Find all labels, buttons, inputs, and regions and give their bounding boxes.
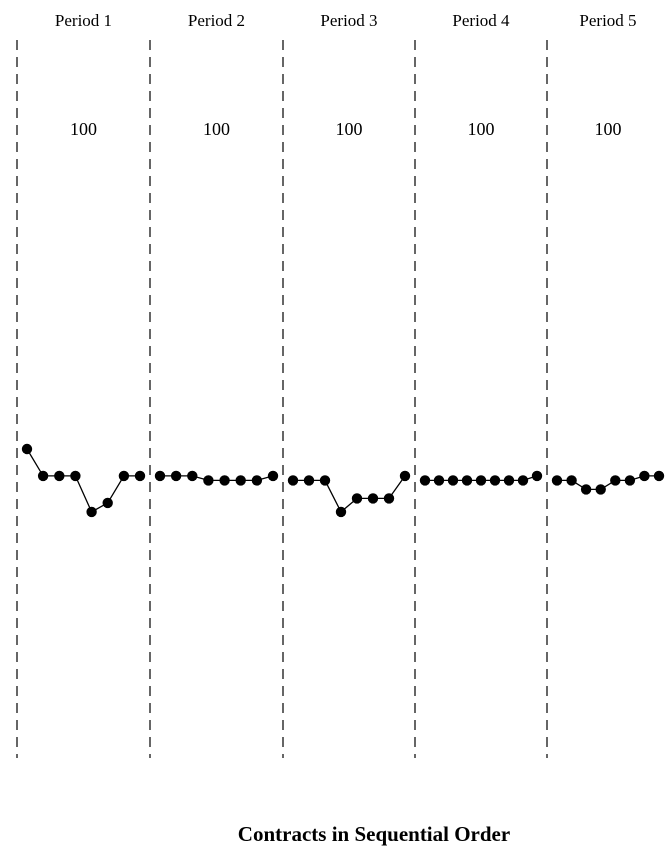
data-point (54, 470, 65, 482)
data-point (251, 475, 263, 486)
data-point (551, 475, 563, 486)
data-point (86, 506, 97, 518)
data-point (287, 475, 299, 486)
period-value-labels: 100 100 100 100 100 (70, 119, 622, 139)
data-point (335, 506, 347, 518)
period-label: Period 5 (579, 11, 636, 30)
data-point (70, 470, 81, 482)
period-dividers (16, 40, 548, 758)
data-point (503, 475, 515, 486)
data-point (235, 475, 246, 486)
data-point (118, 470, 130, 482)
data-point (203, 475, 214, 486)
data-point (102, 497, 113, 509)
data-point (383, 493, 395, 504)
data-point (580, 484, 592, 495)
data-point (267, 470, 279, 482)
data-point (37, 470, 49, 482)
data-point (566, 475, 577, 486)
period-label: Period 3 (320, 11, 377, 30)
data-point (154, 470, 166, 482)
period-label: Period 1 (55, 11, 112, 30)
period-value-label: 100 (468, 119, 495, 139)
x-axis-label: Contracts in Sequential Order (238, 822, 510, 846)
data-point (219, 475, 230, 486)
data-point (489, 475, 501, 486)
data-point (319, 475, 331, 486)
period-value-label: 100 (203, 119, 230, 139)
period-value-label: 100 (595, 119, 622, 139)
data-point (610, 475, 621, 486)
period-value-label: 100 (70, 119, 97, 139)
series-group (21, 443, 665, 518)
data-point (653, 470, 665, 482)
period-value-label: 100 (336, 119, 363, 139)
data-point (21, 443, 33, 455)
data-point (531, 470, 543, 482)
data-point (447, 475, 459, 486)
period-label: Period 4 (452, 11, 510, 30)
data-point (351, 493, 363, 504)
period-labels: Period 1 Period 2 Period 3 Period 4 Period 5 (55, 11, 637, 30)
data-point (475, 475, 487, 486)
data-point (187, 470, 198, 482)
data-point (624, 475, 636, 486)
data-point (639, 470, 650, 482)
data-point (461, 475, 473, 486)
data-point (303, 475, 315, 486)
data-point (170, 470, 182, 482)
data-point (134, 470, 146, 482)
data-point (399, 470, 411, 482)
data-point (517, 475, 529, 486)
data-point (419, 475, 431, 486)
data-point (367, 493, 379, 504)
data-point (433, 475, 445, 486)
period-label: Period 2 (188, 11, 245, 30)
data-point (595, 484, 606, 495)
